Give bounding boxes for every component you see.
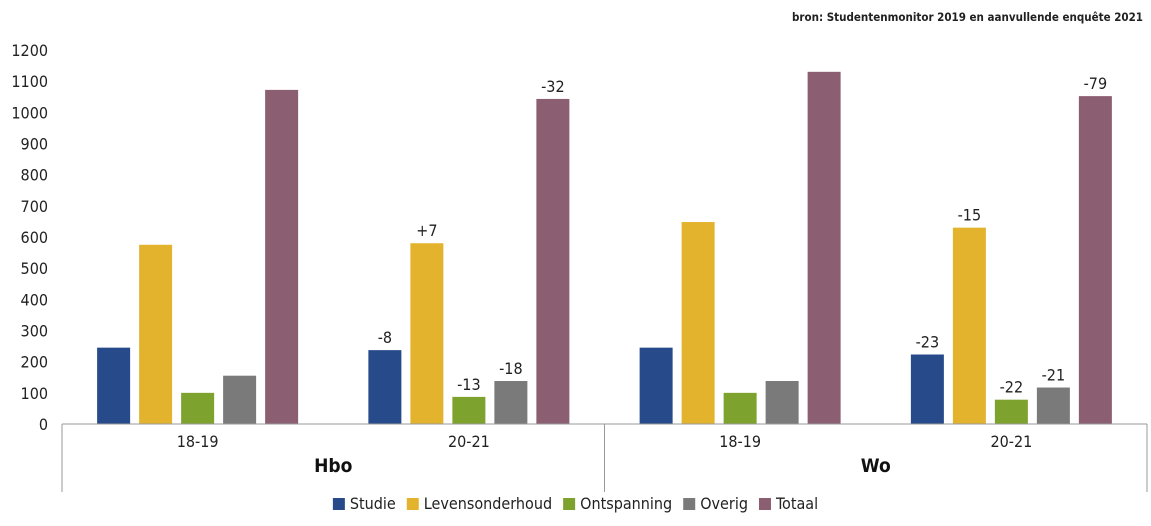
bar-levensonderhoud [410,243,444,424]
legend-swatch-totaal [758,498,771,510]
legend-swatch-overig [683,498,696,510]
bar-totaal [1078,96,1112,425]
data-label: -79 [1084,74,1108,93]
bar-overig [494,380,528,424]
bar-levensonderhoud [139,244,173,424]
bar-ontspanning [181,392,215,424]
data-label: +7 [416,221,437,240]
category-label: 18-19 [719,432,761,451]
y-tick-label: 1000 [11,103,48,122]
bar-overig [765,380,799,424]
data-label: -23 [916,332,940,351]
y-tick-label: 100 [21,384,48,403]
y-axis: 0 100 200 300 400 500 600 700 800 900 1000 1100 1200 [11,41,48,434]
legend: Studie Levensonderhoud Ontspanning Overig To… [332,494,818,513]
y-tick-label: 0 [39,415,48,434]
y-tick-label: 600 [21,228,48,247]
category-label: 20-21 [990,432,1032,451]
bar-ontspanning [994,399,1028,424]
legend-label-studie: Studie [350,494,396,513]
bars: -8 +7 -13 -18 -32 -23 -15 -22 -21 -79 [97,71,1112,425]
y-tick-label: 800 [21,166,48,185]
data-label: -22 [1000,378,1024,397]
data-label: -21 [1042,366,1066,385]
category-label: 18-19 [177,432,219,451]
legend-swatch-levensonderhoud [406,498,419,510]
bar-totaal [265,89,299,424]
bar-levensonderhoud [681,222,715,424]
legend-swatch-ontspanning [563,498,576,510]
y-tick-label: 1200 [11,41,48,60]
bar-totaal [536,98,570,424]
bar-studie [368,350,402,424]
bar-overig [1036,387,1070,424]
bar-ontspanning [723,392,757,424]
bar-studie [639,347,673,424]
bar-totaal [807,71,841,425]
category-label: 20-21 [448,432,490,451]
data-label: -18 [499,359,523,378]
data-label: -15 [958,206,982,225]
bar-overig [223,375,257,424]
group-label: Hbo [314,455,353,477]
bar-ontspanning [452,396,486,424]
group-label: Wo [861,455,891,477]
y-tick-label: 900 [21,135,48,154]
legend-label-totaal: Totaal [775,494,818,513]
data-label: -8 [378,328,392,347]
y-tick-label: 300 [21,322,48,341]
data-label: -13 [457,375,481,394]
data-label: -32 [541,77,565,96]
legend-label-overig: Overig [700,494,748,513]
y-tick-label: 700 [21,197,48,216]
y-tick-label: 1100 [11,72,48,91]
legend-swatch-studie [332,498,345,510]
bar-studie [97,347,131,424]
bar-levensonderhoud [952,227,986,424]
x-axis: Hbo 18-19 20-21 Wo 18-19 20-21 [61,423,1148,492]
y-tick-label: 400 [21,290,48,309]
legend-label-levensonderhoud: Levensonderhoud [424,494,552,513]
y-tick-label: 500 [21,259,48,278]
y-tick-label: 200 [21,353,48,372]
source-note: bron: Studentenmonitor 2019 en aanvullen… [792,10,1143,24]
bar-studie [910,354,944,424]
legend-label-ontspanning: Ontspanning [580,494,672,513]
